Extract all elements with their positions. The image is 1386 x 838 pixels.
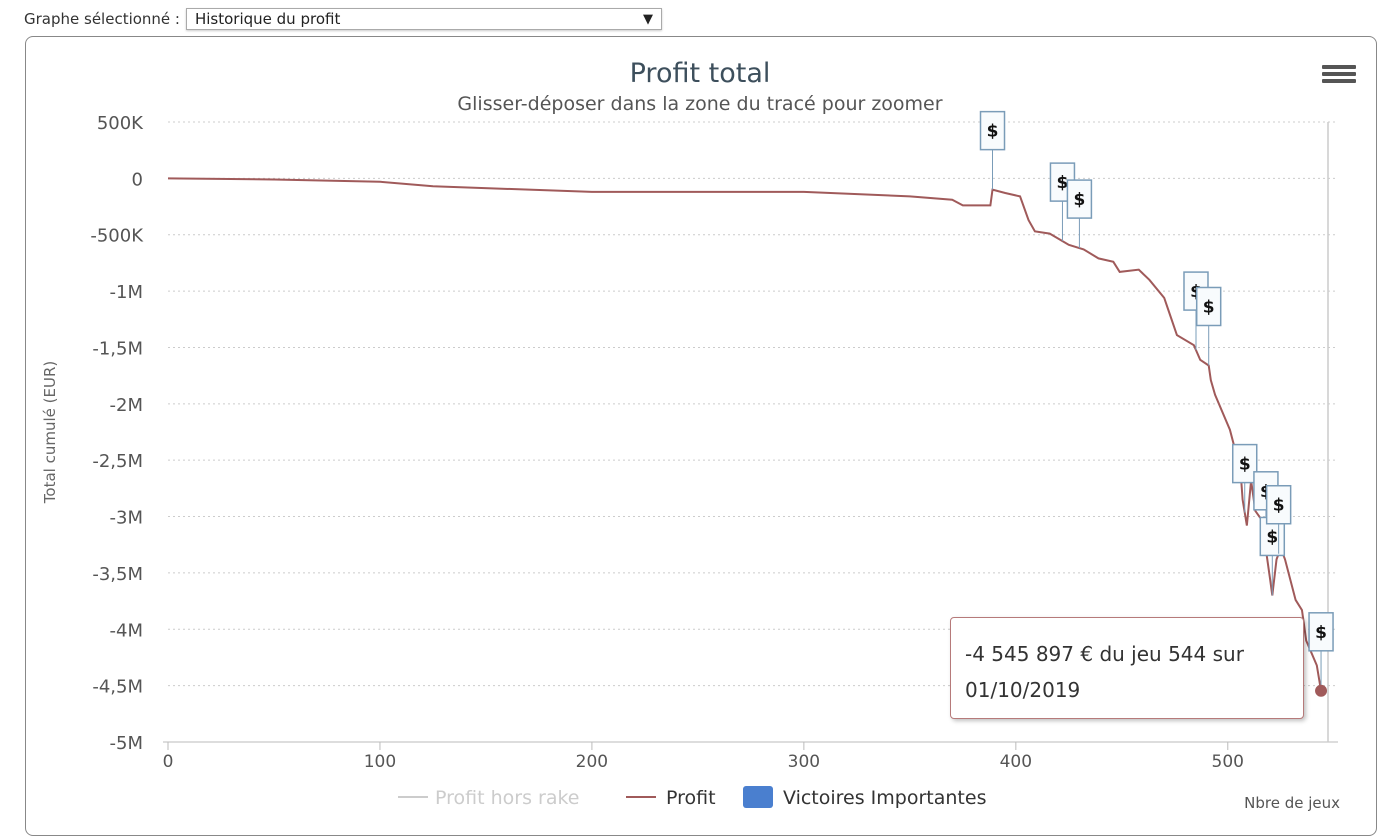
- y-axis-title: Total cumulé (EUR): [41, 361, 59, 504]
- y-tick-label: -2,5M: [92, 451, 143, 472]
- legend-victoires[interactable]: Victoires Importantes: [783, 787, 986, 809]
- victory-flag-label: $: [1315, 623, 1327, 643]
- x-tick-label: 0: [163, 752, 174, 772]
- victory-flag: [1231, 443, 1258, 484]
- chart-title: Profit total: [630, 58, 771, 89]
- y-tick-label: -1M: [110, 282, 143, 303]
- y-tick-label: -5M: [110, 733, 143, 754]
- x-tick-label: 400: [1000, 752, 1032, 772]
- tooltip: -4 545 897 € du jeu 544 sur 01/10/2019: [950, 617, 1304, 719]
- victory-flag-label: $: [1266, 527, 1278, 547]
- victory-flag-label: $: [1273, 496, 1285, 516]
- victory-flag: [1195, 286, 1222, 327]
- y-tick-label: -4M: [110, 620, 143, 641]
- victory-flag-label: $: [1073, 190, 1085, 210]
- y-tick-label: -1,5M: [92, 338, 143, 359]
- graph-selector-label: Graphe sélectionné :: [24, 10, 180, 28]
- y-tick-label: -3,5M: [92, 564, 143, 585]
- graph-selector-dropdown[interactable]: Historique du profit ▼: [185, 8, 662, 30]
- profit-line: [167, 177, 1323, 691]
- victory-flag: [1265, 484, 1292, 525]
- tooltip-line1: -4 545 897 € du jeu 544 sur: [965, 642, 1244, 666]
- graph-selector-row: Graphe sélectionné : Historique du profi…: [24, 8, 662, 30]
- chart-subtitle: Glisser-déposer dans la zone du tracé po…: [457, 93, 942, 115]
- tooltip-line2: 01/10/2019: [965, 678, 1081, 702]
- victory-flag: [1308, 612, 1334, 652]
- y-tick-label: -4,5M: [92, 677, 143, 698]
- victory-flag-label: $: [1057, 173, 1069, 193]
- victory-flag-label: $: [987, 122, 999, 142]
- legend-marker-victoires[interactable]: [743, 786, 773, 808]
- chevron-down-icon: ▼: [642, 11, 653, 27]
- hamburger-menu-icon[interactable]: [1322, 62, 1356, 90]
- y-tick-label: -500K: [90, 226, 144, 247]
- legend-profit-hors-rake[interactable]: Profit hors rake: [435, 787, 580, 809]
- y-tick-label: 0: [132, 169, 143, 190]
- victory-flag-label: $: [1239, 455, 1251, 475]
- x-tick-label: 300: [788, 752, 820, 772]
- x-tick-label: 100: [364, 752, 396, 772]
- x-tick-label: 200: [576, 752, 608, 772]
- victory-flag: [1066, 179, 1093, 219]
- y-tick-label: -2M: [110, 395, 143, 416]
- hover-point: [1315, 684, 1328, 697]
- y-tick-label: -3M: [110, 508, 143, 529]
- graph-selector-value: Historique du profit: [194, 10, 341, 28]
- x-axis-title: Nbre de jeux: [1244, 794, 1340, 812]
- y-tick-label: 500K: [97, 113, 144, 134]
- victory-flag: [979, 110, 1006, 151]
- x-tick-label: 500: [1212, 752, 1244, 772]
- victory-flag-label: $: [1203, 297, 1215, 317]
- chart-panel: [25, 36, 1377, 836]
- legend-profit[interactable]: Profit: [666, 787, 716, 809]
